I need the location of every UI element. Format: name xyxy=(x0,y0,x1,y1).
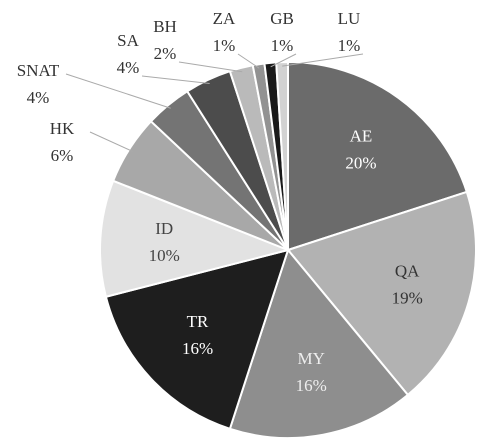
slice-label: HK xyxy=(50,119,75,138)
slice-value: 16% xyxy=(182,339,213,358)
slice-label: MY xyxy=(298,349,325,368)
pie-slice xyxy=(228,247,410,439)
pie-slice xyxy=(287,60,469,252)
leader-line xyxy=(282,53,364,67)
slice-value: 1% xyxy=(213,36,236,55)
pie-slice xyxy=(275,60,289,251)
leader-line xyxy=(141,75,210,85)
slice-label: ZA xyxy=(213,9,236,28)
slice-label: SA xyxy=(117,31,139,50)
slice-label: ID xyxy=(155,219,173,238)
leader-line xyxy=(237,53,260,69)
slice-value: 16% xyxy=(296,376,327,395)
slice-value: 1% xyxy=(338,36,361,55)
slice-value: 2% xyxy=(154,44,177,63)
slice-value: 19% xyxy=(392,289,423,308)
slice-label: BH xyxy=(153,17,177,36)
pie-slice xyxy=(286,190,477,397)
slice-label: QA xyxy=(395,262,420,281)
pie-slice xyxy=(104,248,290,431)
slice-label: LU xyxy=(338,9,361,28)
slice-value: 6% xyxy=(51,146,74,165)
slice-label: SNAT xyxy=(17,61,60,80)
leader-line xyxy=(178,61,243,73)
slice-label: GB xyxy=(270,9,294,28)
leader-line xyxy=(89,131,133,152)
leader-line xyxy=(65,73,171,109)
slice-value: 20% xyxy=(345,154,376,173)
leader-line xyxy=(270,53,297,68)
slice-value: 10% xyxy=(149,246,180,265)
slice-label: TR xyxy=(187,312,209,331)
slice-label: AE xyxy=(350,127,373,146)
slice-value: 4% xyxy=(27,88,50,107)
slice-value: 4% xyxy=(117,58,140,77)
pie-slice xyxy=(99,179,292,298)
slice-value: 1% xyxy=(271,36,294,55)
